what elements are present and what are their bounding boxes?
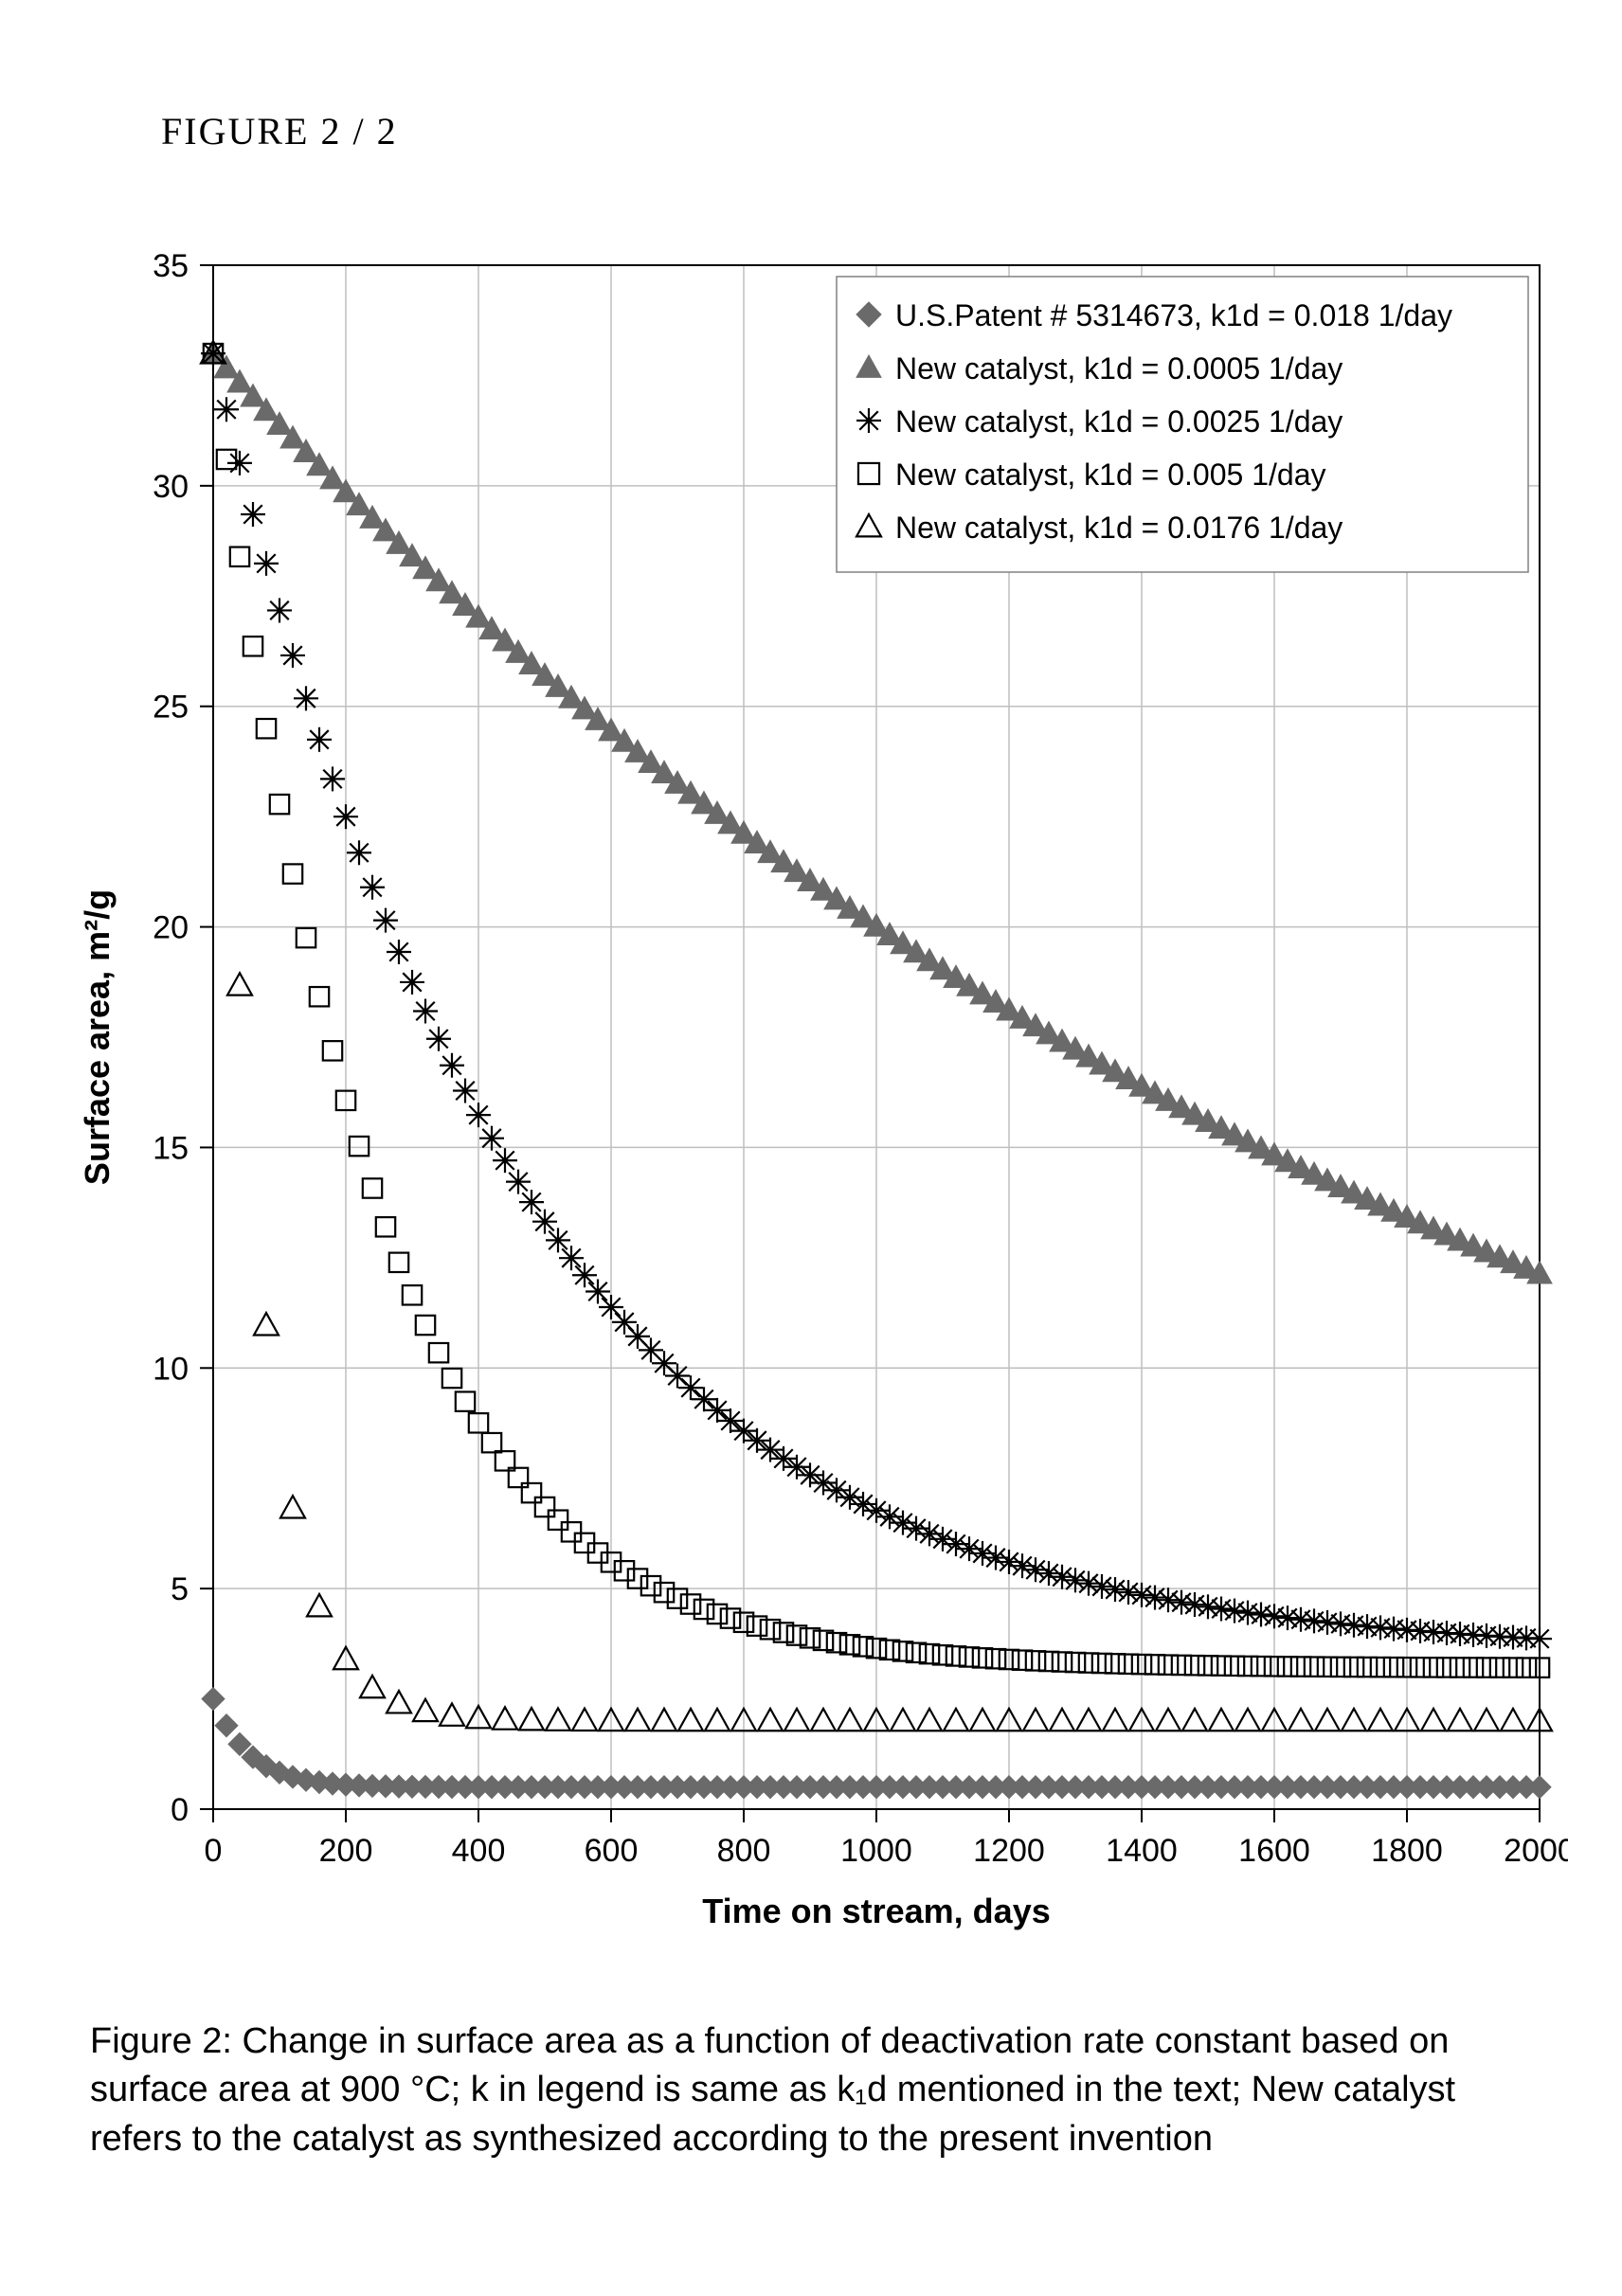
svg-text:200: 200: [319, 1833, 373, 1869]
svg-text:1800: 1800: [1371, 1833, 1443, 1869]
page: FIGURE 2 / 2 020040060080010001200140016…: [0, 0, 1622, 2296]
svg-text:1000: 1000: [840, 1833, 912, 1869]
svg-text:New catalyst, k1d = 0.0005 1/d: New catalyst, k1d = 0.0005 1/day: [895, 351, 1343, 386]
svg-text:30: 30: [153, 469, 189, 505]
chart-container: 0 200 400 600 800 1000 1200 1400 1600 1800 2000 0 5 1…: [52, 246, 1568, 1970]
svg-text:Surface area, m²/g: Surface area, m²/g: [78, 889, 117, 1185]
svg-text:800: 800: [717, 1833, 771, 1869]
figure-header: FIGURE 2 / 2: [161, 109, 398, 153]
svg-text:U.S.Patent # 5314673, k1d = 0.: U.S.Patent # 5314673, k1d = 0.018 1/day: [895, 298, 1452, 332]
svg-text:1600: 1600: [1238, 1833, 1310, 1869]
svg-text:0: 0: [171, 1792, 189, 1828]
svg-text:20: 20: [153, 910, 189, 946]
svg-text:New catalyst, k1d = 0.0025 1/d: New catalyst, k1d = 0.0025 1/day: [895, 404, 1343, 439]
svg-text:0: 0: [205, 1833, 223, 1869]
surface-area-chart: 0 200 400 600 800 1000 1200 1400 1600 1800 2000 0 5 1…: [52, 246, 1568, 1970]
chart-legend: U.S.Patent # 5314673, k1d = 0.018 1/day N…: [837, 277, 1528, 572]
svg-text:New catalyst, k1d = 0.005 1/da: New catalyst, k1d = 0.005 1/day: [895, 457, 1325, 492]
svg-text:15: 15: [153, 1130, 189, 1166]
svg-text:New catalyst, k1d = 0.0176 1/d: New catalyst, k1d = 0.0176 1/day: [895, 511, 1343, 545]
svg-text:1400: 1400: [1106, 1833, 1178, 1869]
svg-text:25: 25: [153, 690, 189, 726]
svg-text:400: 400: [452, 1833, 506, 1869]
svg-text:35: 35: [153, 248, 189, 284]
svg-text:2000: 2000: [1504, 1833, 1568, 1869]
svg-text:1200: 1200: [973, 1833, 1045, 1869]
figure-caption: Figure 2: Change in surface area as a fu…: [90, 2018, 1530, 2163]
svg-text:600: 600: [585, 1833, 639, 1869]
svg-text:Time on stream, days: Time on stream, days: [702, 1892, 1051, 1930]
svg-text:10: 10: [153, 1351, 189, 1387]
svg-text:5: 5: [171, 1571, 189, 1607]
